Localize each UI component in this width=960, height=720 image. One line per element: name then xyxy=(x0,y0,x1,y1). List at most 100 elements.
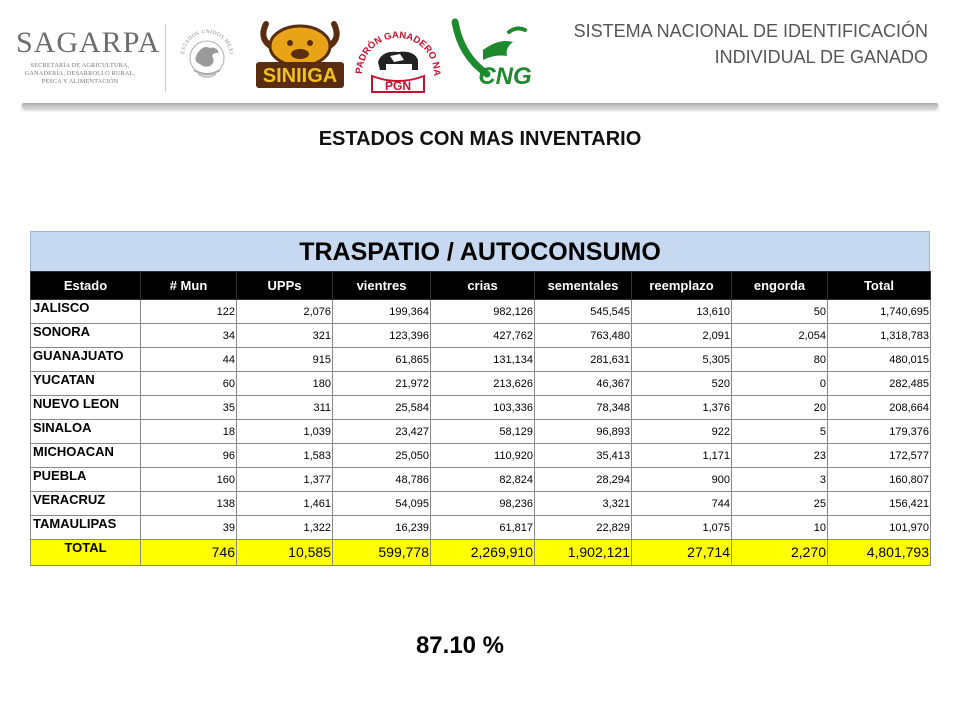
value-cell: 545,545 xyxy=(534,299,632,324)
state-cell: SINALOA xyxy=(30,419,141,444)
value-cell: 1,075 xyxy=(631,515,732,540)
value-cell: 1,322 xyxy=(236,515,333,540)
state-cell: GUANAJUATO xyxy=(30,347,141,372)
value-cell: 2,076 xyxy=(236,299,333,324)
logo-divider xyxy=(165,24,166,92)
value-cell: 160 xyxy=(140,467,237,492)
value-cell: 2,091 xyxy=(631,323,732,348)
value-cell: 25 xyxy=(731,491,828,516)
value-cell: 982,126 xyxy=(430,299,535,324)
value-cell: 44 xyxy=(140,347,237,372)
page-header: SAGARPA SECRETARÍA DE AGRICULTURA, GANAD… xyxy=(0,0,960,100)
value-cell: 208,664 xyxy=(827,395,931,420)
value-cell: 101,970 xyxy=(827,515,931,540)
total-value-cell: 2,269,910 xyxy=(430,539,535,566)
value-cell: 311 xyxy=(236,395,333,420)
column-header: engorda xyxy=(731,271,828,300)
sagarpa-subtitle: SECRETARÍA DE AGRICULTURA, GANADERÍA, DE… xyxy=(16,62,144,86)
value-cell: 1,377 xyxy=(236,467,333,492)
total-value-cell: 746 xyxy=(140,539,237,566)
column-header: Total xyxy=(827,271,931,300)
value-cell: 1,461 xyxy=(236,491,333,516)
cng-wordmark: CNG xyxy=(478,63,531,90)
sagarpa-subtitle-line: PESCA Y ALIMENTACIÓN xyxy=(41,78,119,85)
value-cell: 54,095 xyxy=(332,491,431,516)
sagarpa-wordmark: SAGARPA xyxy=(16,26,161,59)
value-cell: 213,626 xyxy=(430,371,535,396)
total-value-cell: 27,714 xyxy=(631,539,732,566)
value-cell: 199,364 xyxy=(332,299,431,324)
value-cell: 110,920 xyxy=(430,443,535,468)
total-label: TOTAL xyxy=(30,539,141,566)
state-cell: TAMAULIPAS xyxy=(30,515,141,540)
value-cell: 915 xyxy=(236,347,333,372)
pgn-arc-text: PADRÓN GANADERO NACIONAL xyxy=(352,14,442,76)
value-cell: 131,134 xyxy=(430,347,535,372)
value-cell: 98,236 xyxy=(430,491,535,516)
header-separator xyxy=(22,103,938,108)
column-header: reemplazo xyxy=(631,271,732,300)
value-cell: 321 xyxy=(236,323,333,348)
value-cell: 16,239 xyxy=(332,515,431,540)
value-cell: 5,305 xyxy=(631,347,732,372)
table-row: SINALOA 18 1,039 23,427 58,129 96,893 922 5 179,… xyxy=(30,419,931,444)
total-value-cell: 599,778 xyxy=(332,539,431,566)
inventory-table-container: TRASPATIO / AUTOCONSUMO Estado # Mun UPPs v… xyxy=(30,231,931,566)
value-cell: 35 xyxy=(140,395,237,420)
cng-logo: CNG xyxy=(451,18,532,90)
system-title-line-2: INDIVIDUAL DE GANADO xyxy=(714,47,928,67)
sagarpa-subtitle-line: GANADERÍA, DESARROLLO RURAL, xyxy=(24,70,136,77)
table-row: TAMAULIPAS 39 1,322 16,239 61,817 22,829 1,075… xyxy=(30,515,931,540)
value-cell: 281,631 xyxy=(534,347,632,372)
value-cell: 123,396 xyxy=(332,323,431,348)
pgn-abbr: PGN xyxy=(385,79,411,93)
value-cell: 28,294 xyxy=(534,467,632,492)
sagarpa-logo: SAGARPA SECRETARÍA DE AGRICULTURA, GANAD… xyxy=(16,28,161,98)
value-cell: 34 xyxy=(140,323,237,348)
value-cell: 60 xyxy=(140,371,237,396)
value-cell: 156,421 xyxy=(827,491,931,516)
state-cell: SONORA xyxy=(30,323,141,348)
svg-text:PADRÓN GANADERO NACIONAL: PADRÓN GANADERO NACIONAL xyxy=(352,14,442,76)
value-cell: 25,584 xyxy=(332,395,431,420)
inventory-table: Estado # Mun UPPs vientres crias sementales re… xyxy=(30,271,931,566)
total-value-cell: 10,585 xyxy=(236,539,333,566)
column-header: sementales xyxy=(534,271,632,300)
state-cell: JALISCO xyxy=(30,299,141,324)
sagarpa-subtitle-line: SECRETARÍA DE AGRICULTURA, xyxy=(30,62,130,69)
value-cell: 80 xyxy=(731,347,828,372)
page-title: ESTADOS CON MAS INVENTARIO xyxy=(318,128,642,150)
value-cell: 82,824 xyxy=(430,467,535,492)
table-row: PUEBLA 160 1,377 48,786 82,824 28,294 900 3 160,… xyxy=(30,467,931,492)
value-cell: 23 xyxy=(731,443,828,468)
value-cell: 1,376 xyxy=(631,395,732,420)
value-cell: 61,865 xyxy=(332,347,431,372)
value-cell: 122 xyxy=(140,299,237,324)
value-cell: 427,762 xyxy=(430,323,535,348)
value-cell: 46,367 xyxy=(534,371,632,396)
value-cell: 96 xyxy=(140,443,237,468)
value-cell: 922 xyxy=(631,419,732,444)
value-cell: 21,972 xyxy=(332,371,431,396)
value-cell: 103,336 xyxy=(430,395,535,420)
value-cell: 13,610 xyxy=(631,299,732,324)
value-cell: 0 xyxy=(731,371,828,396)
total-value-cell: 1,902,121 xyxy=(534,539,632,566)
table-header-row: Estado # Mun UPPs vientres crias sementales re… xyxy=(30,271,931,300)
national-seal-icon: ESTADOS UNIDOS MEXICANOS xyxy=(176,18,234,78)
pgn-logo: PADRÓN GANADERO NACIONAL PGN xyxy=(352,14,442,93)
value-cell: 744 xyxy=(631,491,732,516)
value-cell: 763,480 xyxy=(534,323,632,348)
table-row: VERACRUZ 138 1,461 54,095 98,236 3,321 744 25 15… xyxy=(30,491,931,516)
table-title: TRASPATIO / AUTOCONSUMO xyxy=(30,231,930,271)
value-cell: 58,129 xyxy=(430,419,535,444)
value-cell: 61,817 xyxy=(430,515,535,540)
value-cell: 96,893 xyxy=(534,419,632,444)
siniiga-wordmark: SINIIGA xyxy=(263,65,337,87)
value-cell: 180 xyxy=(236,371,333,396)
table-row: GUANAJUATO 44 915 61,865 131,134 281,631 5,305… xyxy=(30,347,931,372)
value-cell: 25,050 xyxy=(332,443,431,468)
column-header: # Mun xyxy=(140,271,237,300)
column-header: crias xyxy=(430,271,535,300)
siniiga-logo: SINIIGA xyxy=(256,21,344,88)
